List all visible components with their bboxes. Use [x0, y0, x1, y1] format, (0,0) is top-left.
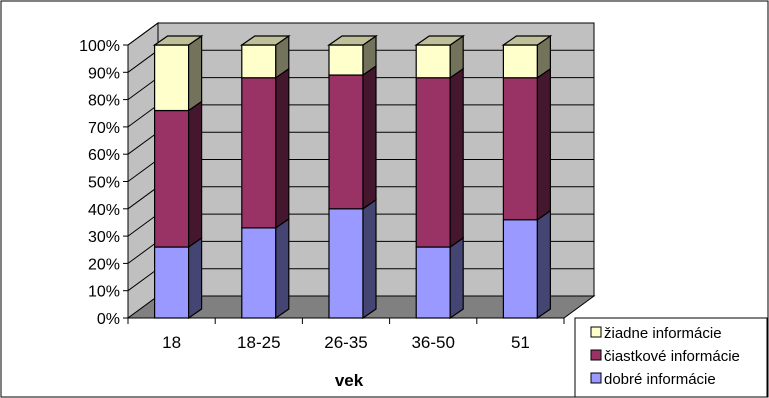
bar-segment	[501, 34, 553, 79]
legend: žiadne informácie čiastkové informácie dob…	[574, 317, 768, 398]
x-tick-labels: 18 18-25 26-35 36-50 51	[162, 333, 530, 352]
bar-front	[154, 246, 190, 319]
bar-front	[502, 219, 538, 319]
bar-front	[415, 44, 451, 79]
bar-top	[152, 35, 204, 46]
y-tick-labels: 0% 10% 20% 30% 40% 50% 60% 70% 80% 90% 100%	[79, 38, 120, 328]
y-tick-label: 90%	[88, 65, 120, 82]
bar-segment	[328, 198, 377, 320]
legend-label: žiadne informácie	[604, 325, 722, 342]
bar-stack	[501, 34, 553, 320]
x-tick-label: 36-50	[411, 333, 454, 352]
y-tick-label: 30%	[88, 229, 120, 246]
bar-side	[188, 236, 203, 320]
y-tick-label: 0%	[97, 311, 120, 328]
legend-swatch	[590, 372, 602, 384]
bar-segment	[154, 236, 203, 320]
legend-box	[574, 317, 768, 398]
bar-top	[327, 35, 378, 46]
y-tick-label: 20%	[88, 256, 120, 273]
bar-front	[328, 44, 364, 76]
bar-segment	[502, 209, 552, 320]
bar-side	[275, 217, 290, 320]
y-tick-label: 60%	[88, 147, 120, 164]
y-tick-label: 80%	[88, 93, 120, 110]
y-tick-label: 100%	[79, 38, 120, 55]
bar-side	[188, 100, 203, 249]
bar-segment	[241, 217, 290, 320]
bar-front	[241, 44, 277, 79]
bar-top	[414, 35, 466, 46]
bar-front	[328, 208, 364, 319]
bar-stack	[327, 34, 378, 320]
y-tick-label: 10%	[88, 284, 120, 301]
gridline	[127, 22, 594, 46]
y-tick-label: 50%	[88, 175, 120, 192]
bar-front	[502, 44, 538, 79]
bar-segment	[241, 67, 290, 230]
bar-front	[328, 74, 364, 210]
bar-stacks	[152, 34, 553, 320]
bar-stack	[414, 34, 466, 320]
bar-segment	[415, 67, 464, 249]
bar-stack	[152, 34, 204, 320]
legend-swatch	[590, 326, 602, 338]
bar-front	[241, 77, 277, 229]
bar-segment	[239, 34, 291, 79]
bar-segment	[154, 100, 203, 249]
bar-segment	[415, 236, 464, 320]
legend-label: čiastkové informácie	[604, 348, 740, 365]
bar-front	[502, 77, 538, 221]
legend-item: žiadne informácie	[590, 325, 722, 342]
bar-stack	[239, 34, 291, 320]
bar-segment	[328, 64, 377, 210]
legend-item: dobré informácie	[590, 371, 716, 388]
bar-side	[275, 67, 290, 230]
bar-segment	[327, 34, 378, 77]
bar-front	[415, 246, 451, 319]
bar-front	[241, 227, 277, 319]
y-tick-label: 40%	[88, 202, 120, 219]
bar-side	[362, 64, 377, 210]
x-axis-title: vek	[335, 371, 364, 390]
bar-side	[449, 67, 464, 249]
bar-side	[536, 67, 552, 221]
bar-front	[415, 77, 451, 248]
x-tick-label: 18-25	[237, 333, 280, 352]
bar-side	[449, 236, 464, 320]
bar-side	[188, 34, 203, 112]
legend-label: dobré informácie	[604, 371, 716, 388]
legend-item: čiastkové informácie	[590, 348, 740, 365]
bar-segment	[502, 67, 552, 221]
x-tick-label: 18	[162, 333, 181, 352]
bar-segment	[152, 34, 204, 112]
bar-top	[501, 35, 553, 46]
bar-side	[536, 209, 552, 320]
bar-front	[154, 44, 190, 112]
y-tick-label: 70%	[88, 120, 120, 137]
bar-segment	[414, 34, 466, 79]
bar-side	[362, 198, 377, 320]
x-tick-label: 26-35	[324, 333, 367, 352]
bar-top	[239, 35, 291, 46]
x-tick-label: 51	[511, 333, 530, 352]
bar-front	[154, 109, 190, 248]
legend-swatch	[590, 349, 602, 361]
